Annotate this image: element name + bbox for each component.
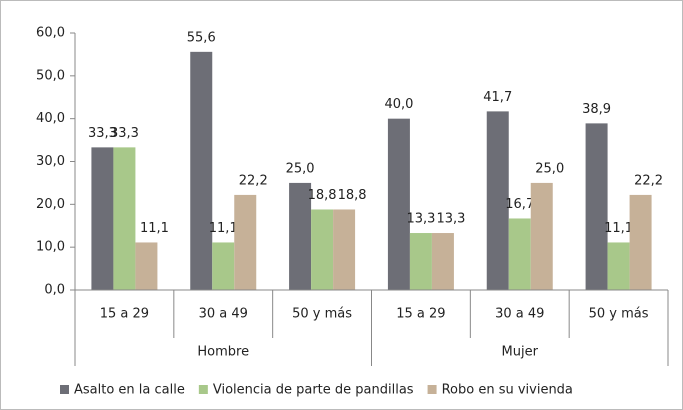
value-label: 33,3 (110, 126, 139, 141)
bar (91, 147, 114, 290)
value-label: 13,3 (406, 212, 435, 227)
value-label: 16,7 (505, 197, 534, 212)
value-label: 38,9 (582, 102, 611, 117)
y-tick-label: 10,0 (36, 240, 65, 255)
legend-label: Robo en su vivienda (442, 383, 573, 398)
bar (629, 194, 652, 290)
value-label: 41,7 (483, 90, 512, 105)
value-label: 11,1 (209, 221, 238, 236)
value-label: 55,6 (187, 30, 216, 45)
value-label: 25,0 (286, 161, 315, 176)
value-label: 25,0 (535, 161, 564, 176)
value-label: 40,0 (384, 97, 413, 112)
bar (409, 233, 432, 290)
value-label: 33,3 (88, 126, 117, 141)
y-tick-label: 40,0 (36, 111, 65, 126)
value-label: 11,1 (140, 221, 169, 236)
bar (234, 194, 257, 290)
bar (530, 182, 553, 290)
bar (333, 209, 356, 290)
value-label: 18,8 (308, 188, 337, 203)
y-tick-label: 30,0 (36, 154, 65, 169)
bar (508, 218, 531, 290)
legend-label: Asalto en la calle (74, 383, 185, 398)
group-label: Hombre (197, 345, 249, 360)
y-tick-label: 50,0 (36, 68, 65, 83)
value-label: 13,3 (436, 212, 465, 227)
y-tick-label: 0,0 (44, 283, 65, 298)
value-label: 18,8 (338, 188, 367, 203)
group-label: Mujer (502, 345, 539, 360)
bar (431, 233, 454, 290)
x-tick-label: 30 a 49 (199, 307, 248, 322)
legend-swatch (427, 385, 437, 394)
y-tick-label: 20,0 (36, 197, 65, 212)
y-tick-label: 60,0 (36, 26, 65, 41)
legend-label: Violencia de parte de pandillas (213, 383, 414, 398)
legend-swatch (60, 385, 69, 394)
x-tick-label: 15 a 29 (396, 307, 445, 322)
value-label: 22,2 (634, 173, 663, 188)
bar (311, 209, 334, 290)
x-tick-label: 50 y más (589, 307, 649, 322)
value-label: 22,2 (239, 173, 268, 188)
bar (212, 242, 235, 290)
bar (135, 242, 158, 290)
bar (585, 123, 608, 291)
x-tick-label: 15 a 29 (100, 307, 149, 322)
legend-swatch (198, 385, 208, 394)
x-tick-label: 30 a 49 (495, 307, 544, 322)
bar (190, 51, 213, 291)
bar (607, 242, 630, 290)
bar (113, 147, 136, 290)
x-tick-label: 50 y más (292, 307, 352, 322)
bar (486, 111, 509, 290)
bar (289, 182, 312, 290)
bar (387, 118, 410, 291)
value-label: 11,1 (604, 221, 633, 236)
